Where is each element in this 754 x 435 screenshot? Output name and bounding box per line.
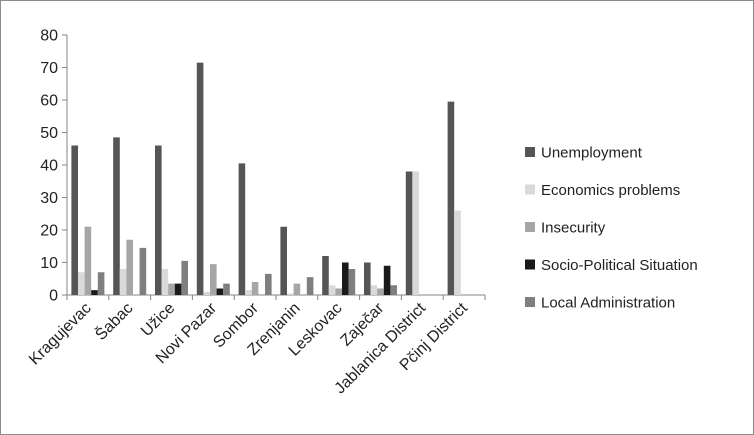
bar-insecurity-kragujevac — [84, 226, 92, 295]
bar-groups — [71, 62, 461, 296]
y-tick-label: 30 — [40, 190, 58, 207]
bar-socio-political-situation-uzice — [174, 283, 182, 296]
bar-unemployment-sabac — [113, 137, 120, 296]
bar-local-administration-leskovac — [348, 269, 356, 295]
x-tick-label-kragujevac: Kragujevac — [26, 300, 95, 369]
y-tick-label: 60 — [40, 93, 58, 110]
bar-unemployment-kragujevac — [71, 145, 78, 295]
y-tick-label: 70 — [40, 60, 58, 77]
bar-insecurity-leskovac — [335, 288, 342, 295]
legend-swatch-socio-political-situation — [525, 259, 535, 270]
y-tick-label: 20 — [40, 223, 58, 240]
legend-label-economics-problems: Economics problems — [541, 182, 680, 199]
bar-socio-political-situation-zajecar — [383, 265, 391, 295]
bar-unemployment-jablanica-district — [405, 171, 413, 295]
bar-economics-problems-zajecar — [370, 285, 378, 295]
legend-swatch-unemployment — [525, 147, 535, 157]
bar-unemployment-uzice — [155, 145, 162, 295]
bar-socio-political-situation-novi-pazar — [216, 288, 224, 295]
legend-swatch-economics-problems — [525, 184, 535, 195]
bar-economics-problems-leskovac — [328, 285, 336, 295]
legend-swatch-insecurity — [525, 222, 535, 232]
bar-socio-political-situation-leskovac — [342, 262, 349, 295]
legend-label-local-administration: Local Administration — [541, 295, 675, 312]
bar-insecurity-sabac — [126, 239, 133, 295]
legend-label-unemployment: Unemployment — [541, 145, 643, 162]
y-tick-label: 10 — [40, 255, 58, 272]
bar-economics-problems-sombor — [245, 290, 252, 296]
y-tick-label: 0 — [49, 288, 58, 305]
y-tick-label: 40 — [40, 158, 58, 175]
bar-unemployment-pcinj-district — [447, 101, 455, 296]
legend-label-insecurity: Insecurity — [541, 220, 606, 237]
legend: Unemployment Economics problems Insecurity… — [525, 145, 698, 312]
x-tick-label-uzice: Užice — [138, 300, 178, 340]
bar-economics-problems-uzice — [161, 269, 169, 295]
bar-unemployment-leskovac — [322, 256, 329, 295]
legend-swatch-local-administration — [525, 297, 535, 307]
bar-local-administration-zajecar — [390, 285, 397, 295]
bar-insecurity-zajecar — [377, 288, 384, 295]
bar-local-administration-zrenjanin — [306, 277, 314, 296]
bar-local-administration-novi-pazar — [223, 283, 230, 296]
bar-economics-problems-kragujevac — [78, 272, 85, 295]
bar-unemployment-zrenjanin — [280, 226, 287, 295]
bar-unemployment-novi-pazar — [196, 62, 204, 296]
bar-local-administration-sabac — [139, 247, 147, 296]
legend-label-socio-political-situation: Socio-Political Situation — [541, 257, 698, 274]
bar-insecurity-zrenjanin — [293, 283, 301, 296]
bar-economics-problems-jablanica-district — [412, 171, 419, 295]
bar-unemployment-zajecar — [364, 262, 371, 295]
bar-local-administration-kragujevac — [97, 272, 105, 295]
bar-socio-political-situation-kragujevac — [91, 290, 98, 296]
bar-economics-problems-sabac — [119, 269, 127, 295]
bar-unemployment-sombor — [238, 163, 246, 296]
bar-insecurity-uzice — [168, 283, 175, 296]
bar-local-administration-sombor — [265, 273, 272, 296]
y-tick-label: 50 — [40, 125, 58, 142]
bar-economics-problems-pcinj-district — [454, 210, 461, 295]
bar-local-administration-uzice — [181, 260, 188, 296]
x-tick-label-sabac: Šabac — [91, 298, 137, 344]
bar-economics-problems-novi-pazar — [203, 291, 210, 295]
bar-insecurity-sombor — [251, 282, 259, 295]
y-axis-ticks: 0 10 20 30 40 50 60 70 80 — [40, 28, 67, 305]
bar-insecurity-novi-pazar — [210, 264, 217, 296]
y-tick-label: 80 — [40, 28, 58, 45]
bar-economics-problems-zrenjanin — [287, 293, 294, 296]
